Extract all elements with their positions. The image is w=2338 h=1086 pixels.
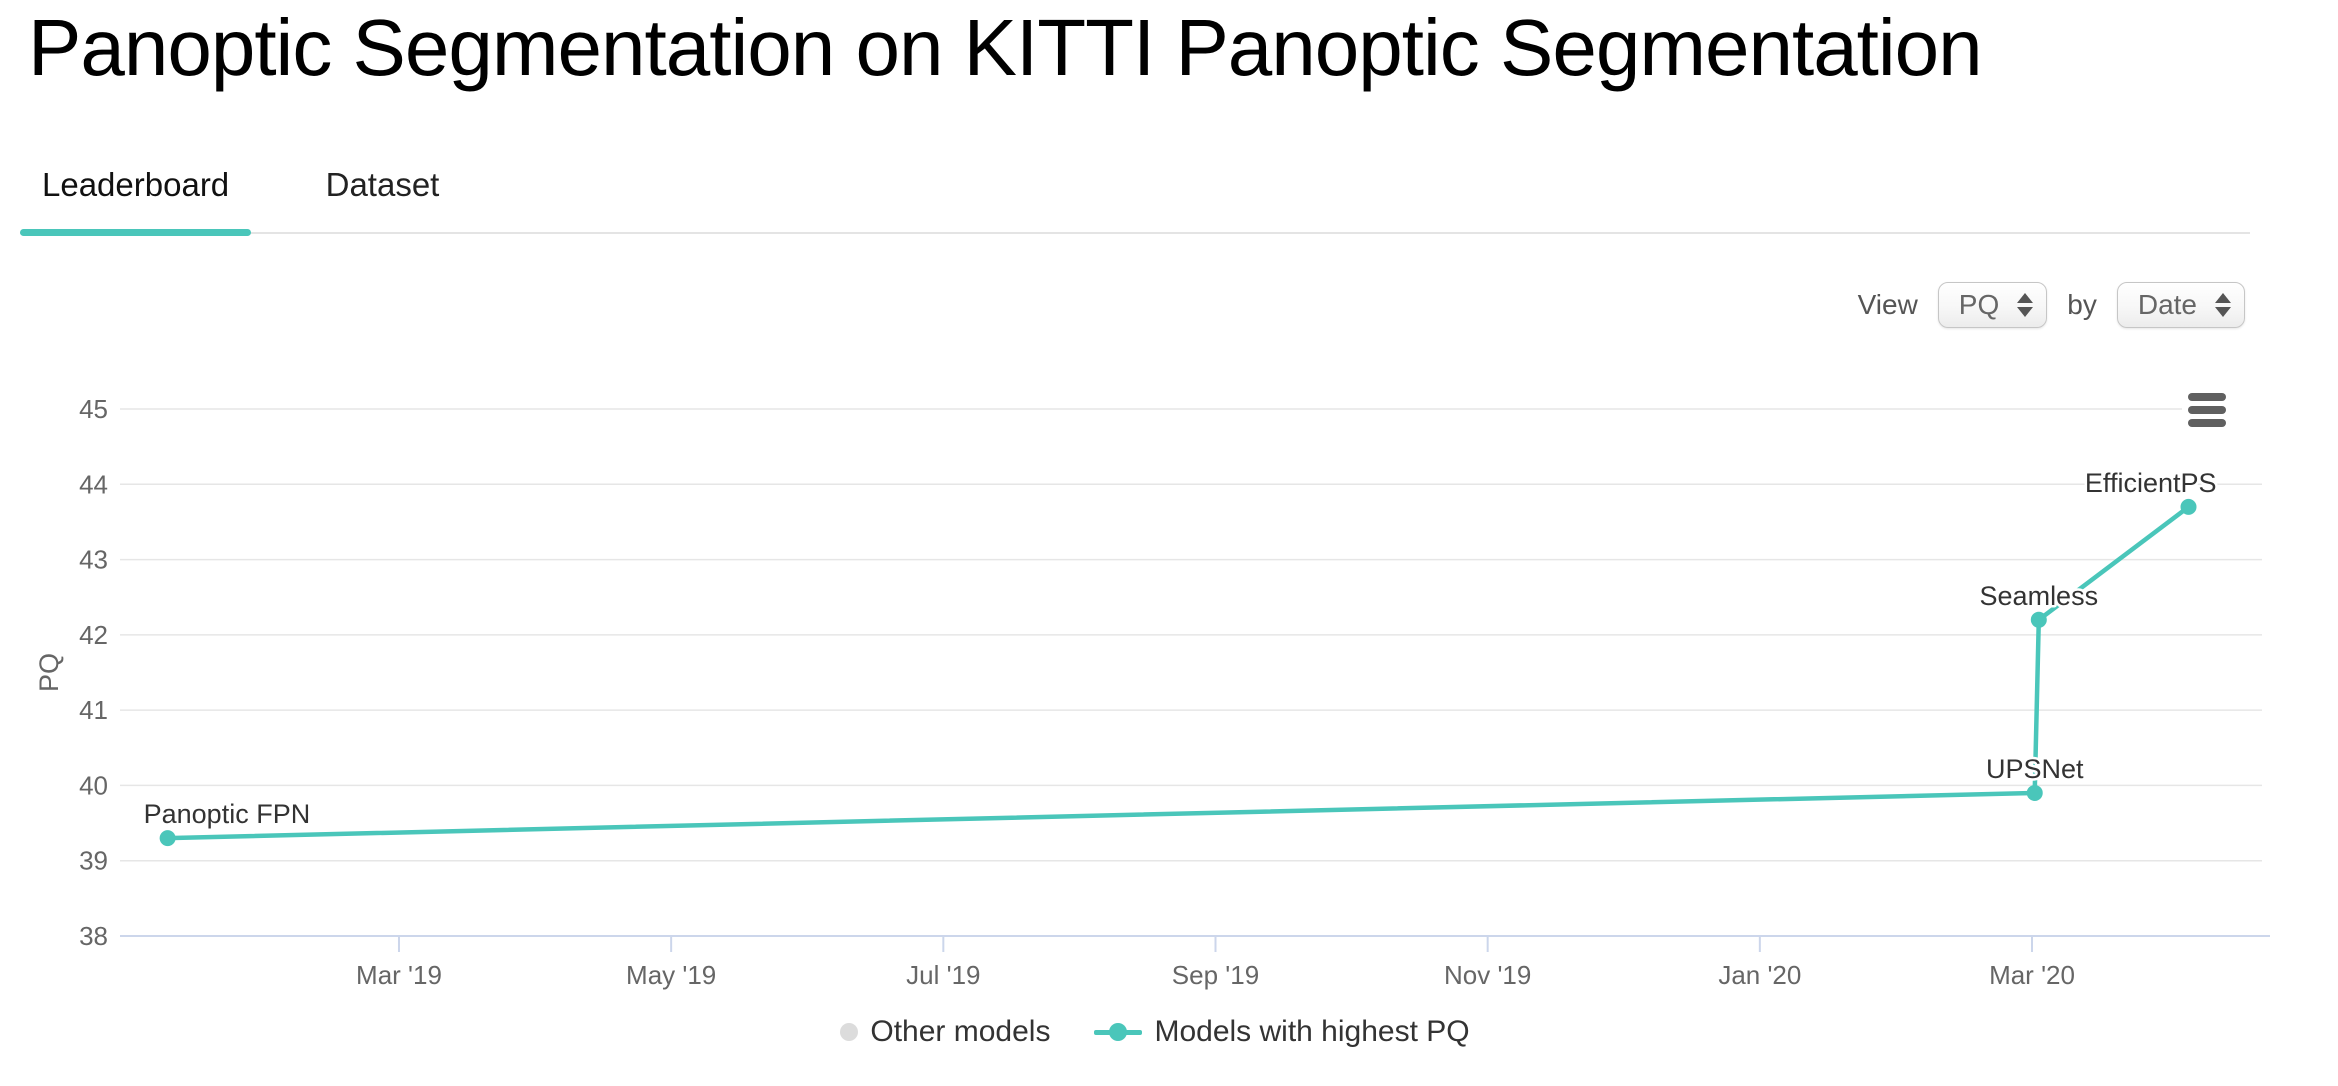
pq-over-time-chart: 45 44 43 42 41 40 39 38 Mar '19 May '19 Jul '19 Sep… — [0, 370, 2338, 1086]
data-point-seamless[interactable] — [2030, 611, 2047, 628]
chart-view-controls: View PQ by Date — [1857, 282, 2245, 328]
tab-dataset[interactable]: Dataset — [304, 138, 462, 232]
x-axis-tick-label: Jul '19 — [906, 960, 980, 990]
data-point-efficientps[interactable] — [2180, 498, 2197, 515]
data-point-panoptic-fpn[interactable] — [159, 830, 176, 847]
y-axis-tick-label: 45 — [79, 394, 108, 424]
x-axis-tick-label: Jan '20 — [1718, 960, 1801, 990]
page-title: Panoptic Segmentation on KITTI Panoptic … — [28, 3, 1983, 92]
data-point-label-seamless: Seamless — [1980, 581, 2099, 611]
view-label: View — [1857, 289, 1918, 320]
y-axis-tick-label: 44 — [79, 469, 108, 499]
select-arrows-icon — [2215, 293, 2231, 317]
tab-leaderboard[interactable]: Leaderboard — [20, 138, 252, 236]
legend-item-highest-pq[interactable]: Models with highest PQ — [1094, 1015, 1470, 1049]
tab-dataset-label: Dataset — [325, 166, 440, 203]
tab-bar: Leaderboard Dataset — [20, 138, 2250, 236]
by-label: by — [2067, 289, 2097, 320]
legend-label-highest-pq: Models with highest PQ — [1154, 1015, 1470, 1048]
x-axis-tick-label: Mar '20 — [1989, 960, 2075, 990]
metric-select[interactable]: PQ — [1937, 282, 2048, 328]
x-axis-tick-label: May '19 — [626, 960, 716, 990]
legend-dot-icon — [840, 1023, 859, 1041]
chart-canvas: 45 44 43 42 41 40 39 38 Mar '19 May '19 Jul '19 Sep… — [34, 394, 2270, 990]
legend-item-other-models[interactable]: Other models — [840, 1015, 1050, 1049]
metric-select-value: PQ — [1958, 289, 2000, 320]
legend-line-dot-icon — [1094, 1023, 1143, 1041]
x-axis-tick-label: Mar '19 — [356, 960, 442, 990]
active-tab-underline — [20, 229, 252, 236]
hamburger-icon — [2182, 388, 2270, 427]
y-axis-tick-label: 43 — [79, 545, 108, 575]
y-axis-tick-label: 42 — [79, 620, 108, 650]
data-point-upsnet[interactable] — [2026, 784, 2043, 801]
y-axis-tick-label: 39 — [79, 846, 108, 876]
x-axis-tick-label: Sep '19 — [1172, 960, 1259, 990]
tab-leaderboard-label: Leaderboard — [42, 166, 230, 203]
chart-legend: Other models Models with highest PQ — [0, 1015, 2324, 1049]
y-axis-tick-label: 38 — [79, 921, 108, 951]
group-by-select[interactable]: Date — [2116, 282, 2245, 328]
y-axis-tick-label: 41 — [79, 695, 108, 725]
data-point-label-panoptic-fpn: Panoptic FPN — [144, 799, 311, 829]
legend-label-other-models: Other models — [870, 1015, 1051, 1048]
data-point-label-efficientps: EfficientPS — [2085, 468, 2217, 498]
data-point-label-upsnet: UPSNet — [1986, 754, 2084, 784]
group-by-select-value: Date — [2137, 289, 2197, 320]
y-axis-tick-label: 40 — [79, 770, 108, 800]
chart-context-menu-button[interactable] — [2182, 388, 2270, 438]
select-arrows-icon — [2017, 293, 2034, 317]
series-line — [167, 505, 2190, 841]
y-axis-title: PQ — [34, 653, 64, 692]
x-axis-tick-label: Nov '19 — [1444, 960, 1531, 990]
